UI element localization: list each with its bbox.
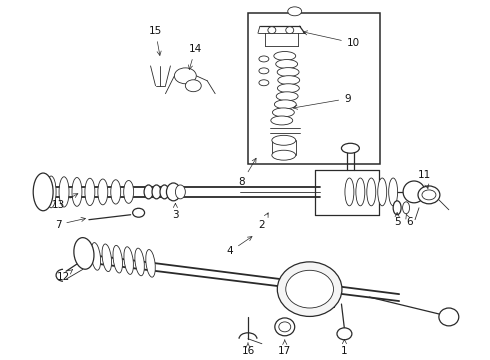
Text: 6: 6 — [406, 214, 413, 227]
Ellipse shape — [277, 84, 299, 93]
Ellipse shape — [272, 135, 295, 145]
Ellipse shape — [259, 68, 269, 74]
Ellipse shape — [113, 246, 122, 273]
Ellipse shape — [85, 178, 95, 206]
Ellipse shape — [345, 178, 354, 206]
Ellipse shape — [367, 178, 376, 206]
Ellipse shape — [337, 328, 352, 340]
Ellipse shape — [167, 183, 180, 201]
Text: 8: 8 — [239, 158, 256, 187]
Text: 15: 15 — [149, 26, 162, 55]
Text: 16: 16 — [242, 343, 255, 356]
Text: 2: 2 — [259, 213, 268, 230]
Ellipse shape — [91, 243, 100, 270]
Ellipse shape — [146, 249, 155, 277]
Ellipse shape — [378, 178, 387, 206]
Ellipse shape — [259, 56, 269, 62]
Ellipse shape — [98, 179, 108, 205]
Ellipse shape — [185, 80, 201, 92]
Ellipse shape — [422, 190, 436, 200]
Ellipse shape — [123, 180, 134, 203]
Text: 5: 5 — [394, 212, 400, 227]
Ellipse shape — [175, 185, 185, 199]
Ellipse shape — [439, 308, 459, 326]
Ellipse shape — [276, 92, 298, 101]
Text: 14: 14 — [189, 44, 202, 69]
Ellipse shape — [278, 76, 300, 85]
Ellipse shape — [46, 176, 56, 208]
Ellipse shape — [160, 185, 169, 199]
Ellipse shape — [389, 178, 397, 206]
Text: 10: 10 — [303, 31, 360, 48]
Ellipse shape — [403, 181, 425, 203]
Text: 17: 17 — [278, 340, 292, 356]
Text: 1: 1 — [341, 339, 348, 356]
Ellipse shape — [288, 7, 302, 16]
Ellipse shape — [271, 116, 293, 125]
Text: 9: 9 — [293, 94, 351, 109]
Text: 11: 11 — [417, 170, 431, 189]
Ellipse shape — [72, 177, 82, 206]
Ellipse shape — [393, 201, 401, 215]
Text: 4: 4 — [227, 237, 252, 256]
Ellipse shape — [272, 150, 295, 160]
Ellipse shape — [275, 318, 294, 336]
Text: 3: 3 — [172, 203, 179, 220]
Ellipse shape — [124, 247, 133, 274]
Ellipse shape — [144, 185, 153, 199]
Ellipse shape — [268, 27, 276, 33]
Ellipse shape — [356, 178, 365, 206]
Ellipse shape — [274, 51, 295, 60]
Ellipse shape — [135, 248, 145, 276]
Ellipse shape — [286, 270, 334, 308]
Ellipse shape — [342, 143, 359, 153]
Ellipse shape — [276, 59, 297, 68]
Ellipse shape — [286, 27, 294, 33]
Ellipse shape — [274, 100, 296, 109]
Ellipse shape — [418, 186, 440, 204]
Ellipse shape — [174, 68, 196, 84]
Ellipse shape — [272, 108, 294, 117]
Ellipse shape — [259, 80, 269, 86]
Ellipse shape — [111, 180, 121, 204]
Bar — [248, 13, 380, 164]
Ellipse shape — [403, 202, 410, 214]
Text: 7: 7 — [55, 217, 85, 230]
Ellipse shape — [279, 322, 291, 332]
Ellipse shape — [152, 185, 161, 199]
Ellipse shape — [33, 173, 53, 211]
Ellipse shape — [277, 262, 342, 316]
Text: 12: 12 — [56, 270, 73, 282]
Ellipse shape — [74, 238, 94, 269]
Ellipse shape — [277, 68, 299, 77]
Ellipse shape — [59, 177, 69, 207]
Ellipse shape — [133, 208, 145, 217]
Ellipse shape — [102, 244, 112, 271]
Text: 13: 13 — [51, 194, 78, 210]
